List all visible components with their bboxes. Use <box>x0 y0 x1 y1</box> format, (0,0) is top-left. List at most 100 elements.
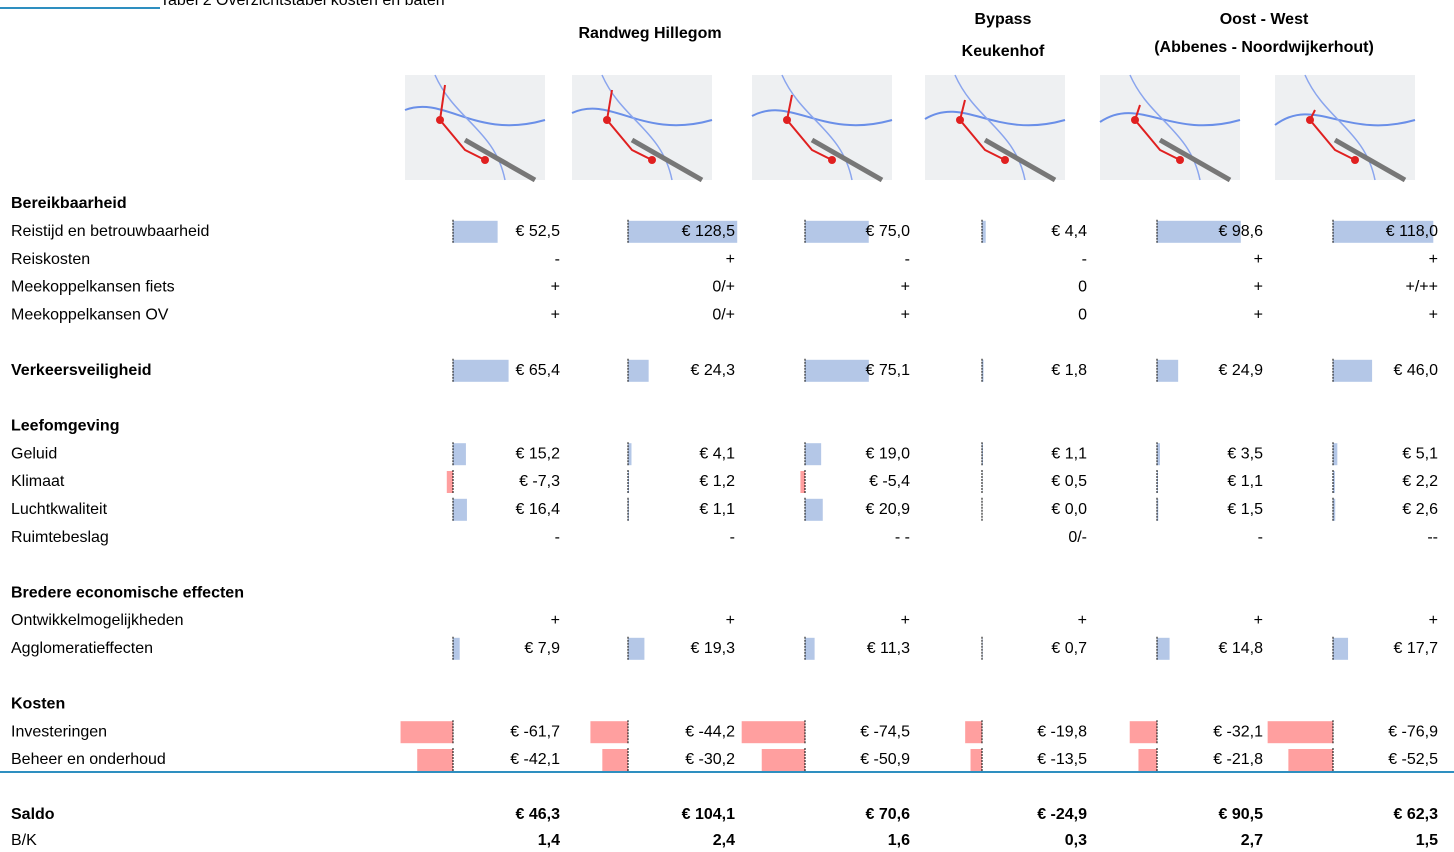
cell: -- <box>1427 529 1438 546</box>
value: € 90,5 <box>1219 806 1264 823</box>
value: € 4,4 <box>1051 223 1087 240</box>
data-bar <box>453 443 466 465</box>
data-bar <box>805 638 815 660</box>
map-node <box>1351 156 1359 164</box>
value: € -21,8 <box>1213 751 1263 768</box>
value: 0,3 <box>1065 832 1087 849</box>
cell: + <box>901 306 910 323</box>
cell: - <box>1258 529 1263 546</box>
section-title: Verkeersveiligheid <box>11 362 152 379</box>
cell: + <box>901 612 910 629</box>
map-thumbnail <box>752 75 892 180</box>
data-bar <box>628 360 649 382</box>
value: € 46,3 <box>516 806 561 823</box>
value: € 24,3 <box>691 362 736 379</box>
data-bar <box>453 221 498 243</box>
row-label: Ontwikkelmogelijkheden <box>11 612 184 629</box>
map-thumbnail <box>1275 75 1415 180</box>
value: € 1,1 <box>1051 445 1087 462</box>
value: € 75,1 <box>866 362 911 379</box>
data-bar <box>805 360 869 382</box>
value: € -5,4 <box>869 473 910 490</box>
value: € 52,5 <box>516 223 561 240</box>
value: € 75,0 <box>866 223 911 240</box>
value: € 1,2 <box>699 473 735 490</box>
section-title: Bredere economische effecten <box>11 584 244 601</box>
map-node <box>956 116 964 124</box>
row-label: Beheer en onderhoud <box>11 751 166 768</box>
page: Tabel 2 Overzichtstabel kosten en baten … <box>0 0 1454 852</box>
row-label: Geluid <box>11 445 57 462</box>
cell: + <box>726 251 735 268</box>
cell: + <box>551 279 560 296</box>
cell: +/++ <box>1406 279 1438 296</box>
data-bar <box>805 443 821 465</box>
map-thumbnail <box>572 75 712 180</box>
map-node <box>648 156 656 164</box>
map-node <box>1001 156 1009 164</box>
value: € -52,5 <box>1388 751 1438 768</box>
data-bar <box>805 499 823 521</box>
map-node <box>828 156 836 164</box>
value: € 2,2 <box>1402 473 1438 490</box>
data-bar <box>1138 749 1157 771</box>
value: € 19,3 <box>691 640 736 657</box>
data-bar <box>628 443 631 465</box>
data-bar <box>742 721 805 743</box>
value: € -19,8 <box>1037 723 1087 740</box>
value: € -24,9 <box>1037 806 1087 823</box>
section-title: Kosten <box>11 696 65 713</box>
cell: - <box>730 529 735 546</box>
value: € 1,8 <box>1051 362 1087 379</box>
value: € 1,5 <box>1227 501 1263 518</box>
value: € -42,1 <box>510 751 560 768</box>
map-thumbnail <box>405 75 545 180</box>
map-node <box>603 116 611 124</box>
value: € -76,9 <box>1388 723 1438 740</box>
value: € 70,6 <box>866 806 911 823</box>
map-node <box>1176 156 1184 164</box>
data-bar <box>1333 638 1348 660</box>
value: € -74,5 <box>860 723 910 740</box>
table-title: Tabel 2 Overzichtstabel kosten en baten <box>160 0 445 9</box>
row-label: Ruimtebeslag <box>11 529 109 546</box>
value: 1,5 <box>1416 832 1438 849</box>
cell: - <box>1082 251 1087 268</box>
data-bar <box>805 221 869 243</box>
cell: - <box>555 529 560 546</box>
value: € 0,7 <box>1051 640 1087 657</box>
row-label: Reiskosten <box>11 251 90 268</box>
row-label: Klimaat <box>11 473 65 490</box>
value: € 118,0 <box>1386 223 1438 240</box>
map-node <box>1306 116 1314 124</box>
value: € -61,7 <box>510 723 560 740</box>
map-node <box>1131 116 1139 124</box>
value: € 15,2 <box>516 445 561 462</box>
value: € 0,0 <box>1051 501 1087 518</box>
value: 2,7 <box>1241 832 1263 849</box>
data-bar <box>965 721 982 743</box>
row-label: Luchtkwaliteit <box>11 501 108 518</box>
cell: - <box>905 251 910 268</box>
row-label: Meekoppelkansen fiets <box>11 279 175 296</box>
data-bar <box>1268 721 1333 743</box>
value: € -50,9 <box>860 751 910 768</box>
data-bar <box>602 749 628 771</box>
value: € 3,5 <box>1227 445 1263 462</box>
cell: + <box>1078 612 1087 629</box>
data-bar <box>417 749 453 771</box>
value: € 4,1 <box>699 445 735 462</box>
row-label: Meekoppelkansen OV <box>11 306 169 323</box>
cell: + <box>901 279 910 296</box>
column-header: Bypass <box>975 11 1032 28</box>
value: € 46,0 <box>1394 362 1439 379</box>
cell: 0/+ <box>712 279 735 296</box>
value: € 0,5 <box>1051 473 1087 490</box>
data-bar <box>762 749 805 771</box>
row-label: Investeringen <box>11 723 107 740</box>
map-node <box>481 156 489 164</box>
data-bar <box>982 221 986 243</box>
value: € 20,9 <box>866 501 911 518</box>
value: € 65,4 <box>516 362 561 379</box>
value: € 1,1 <box>699 501 735 518</box>
